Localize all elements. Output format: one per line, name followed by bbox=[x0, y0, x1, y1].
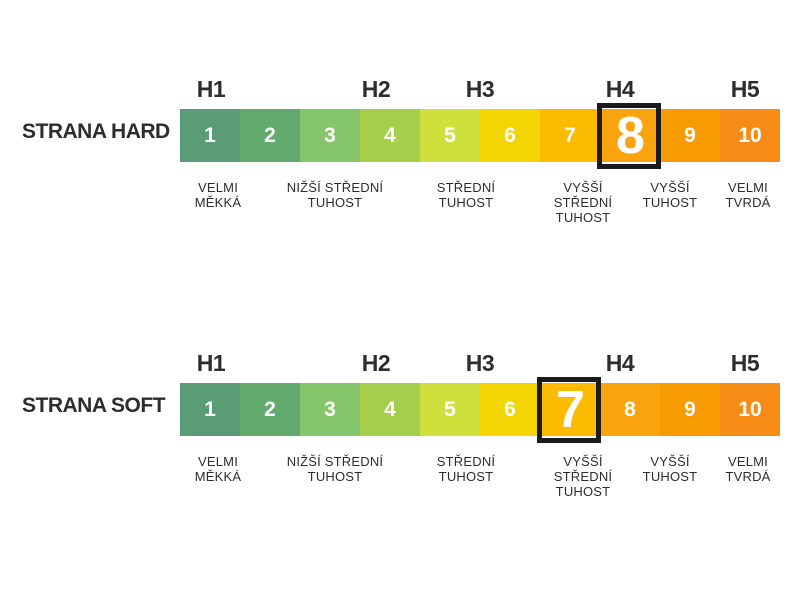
segment-number: 6 bbox=[504, 123, 516, 147]
scale-segment-2: 2 bbox=[240, 383, 300, 436]
zone-header-h2: H2 bbox=[361, 350, 391, 376]
segment-number: 8 bbox=[624, 397, 636, 421]
zone-header-h5: H5 bbox=[730, 76, 760, 102]
segment-number: 10 bbox=[738, 397, 762, 421]
description-vyssi-tuhost: VYŠŠÍ TUHOST bbox=[642, 454, 698, 484]
segment-number: 5 bbox=[444, 397, 456, 421]
scale-segment-6: 6 bbox=[480, 109, 540, 162]
zone-header-h1: H1 bbox=[196, 350, 226, 376]
row-title-hard: STRANA HARD bbox=[22, 120, 170, 143]
segment-number: 5 bbox=[444, 123, 456, 147]
segment-number: 4 bbox=[384, 123, 396, 147]
hardness-scale-soft: STRANA SOFT H1 H2 H3 H4 H5 1 2 3 4 5 6 7… bbox=[0, 350, 800, 580]
scale-segment-7-selected: 7 bbox=[540, 381, 600, 439]
zone-header-h3: H3 bbox=[465, 76, 495, 102]
segment-number: 2 bbox=[264, 397, 276, 421]
selected-highlight-box bbox=[537, 377, 601, 443]
scale-segment-4: 4 bbox=[360, 109, 420, 162]
segment-number: 7 bbox=[564, 123, 576, 147]
description-velmi-tvrda: VELMI TVRDÁ bbox=[725, 180, 771, 210]
description-vyssi-stredni-tuhost: VYŠŠÍ STŘEDNÍ TUHOST bbox=[553, 454, 613, 499]
scale-segment-3: 3 bbox=[300, 109, 360, 162]
scale-segment-3: 3 bbox=[300, 383, 360, 436]
description-vyssi-stredni-tuhost: VYŠŠÍ STŘEDNÍ TUHOST bbox=[553, 180, 613, 225]
segment-number: 3 bbox=[324, 123, 336, 147]
scale-segment-8-selected: 8 bbox=[600, 107, 660, 165]
description-stredni-tuhost: STŘEDNÍ TUHOST bbox=[436, 180, 496, 210]
scale-segment-8: 8 bbox=[600, 383, 660, 436]
scale-segment-10: 10 bbox=[720, 109, 780, 162]
scale-segment-1: 1 bbox=[180, 109, 240, 162]
scale-segment-9: 9 bbox=[660, 383, 720, 436]
scale-segment-6: 6 bbox=[480, 383, 540, 436]
scale-segment-5: 5 bbox=[420, 383, 480, 436]
description-velmi-tvrda: VELMI TVRDÁ bbox=[725, 454, 771, 484]
segment-number: 2 bbox=[264, 123, 276, 147]
selected-segment-number: 8 bbox=[616, 106, 645, 165]
segment-number: 9 bbox=[684, 397, 696, 421]
scale-segment-5: 5 bbox=[420, 109, 480, 162]
segment-number: 1 bbox=[204, 397, 216, 421]
zone-header-h4: H4 bbox=[605, 76, 635, 102]
hardness-bar: 1 2 3 4 5 6 7 8 9 10 bbox=[180, 107, 780, 165]
zone-header-h3: H3 bbox=[465, 350, 495, 376]
scale-segment-10: 10 bbox=[720, 383, 780, 436]
hardness-scale-hard: STRANA HARD H1 H2 H3 H4 H5 1 2 3 4 5 6 7… bbox=[0, 76, 800, 306]
hardness-bar: 1 2 3 4 5 6 7 8 9 10 bbox=[180, 381, 780, 439]
scale-segment-7: 7 bbox=[540, 109, 600, 162]
row-title-soft: STRANA SOFT bbox=[22, 394, 166, 417]
scale-segment-4: 4 bbox=[360, 383, 420, 436]
segment-number: 1 bbox=[204, 123, 216, 147]
zone-header-h2: H2 bbox=[361, 76, 391, 102]
zone-header-h4: H4 bbox=[605, 350, 635, 376]
scale-segment-1: 1 bbox=[180, 383, 240, 436]
description-nizsi-stredni-tuhost: NIŽŠÍ STŘEDNÍ TUHOST bbox=[286, 180, 384, 210]
segment-number: 10 bbox=[738, 123, 762, 147]
segment-number: 3 bbox=[324, 397, 336, 421]
segment-number: 4 bbox=[384, 397, 396, 421]
description-vyssi-tuhost: VYŠŠÍ TUHOST bbox=[642, 180, 698, 210]
scale-segment-2: 2 bbox=[240, 109, 300, 162]
description-nizsi-stredni-tuhost: NIŽŠÍ STŘEDNÍ TUHOST bbox=[286, 454, 384, 484]
description-velmi-mekka: VELMI MĚKKÁ bbox=[194, 454, 242, 484]
selected-segment-number: 7 bbox=[556, 380, 585, 439]
scale-segment-9: 9 bbox=[660, 109, 720, 162]
zone-header-h5: H5 bbox=[730, 350, 760, 376]
description-velmi-mekka: VELMI MĚKKÁ bbox=[194, 180, 242, 210]
segment-number: 9 bbox=[684, 123, 696, 147]
segment-number: 6 bbox=[504, 397, 516, 421]
zone-header-h1: H1 bbox=[196, 76, 226, 102]
selected-highlight-box bbox=[597, 103, 661, 169]
description-stredni-tuhost: STŘEDNÍ TUHOST bbox=[436, 454, 496, 484]
